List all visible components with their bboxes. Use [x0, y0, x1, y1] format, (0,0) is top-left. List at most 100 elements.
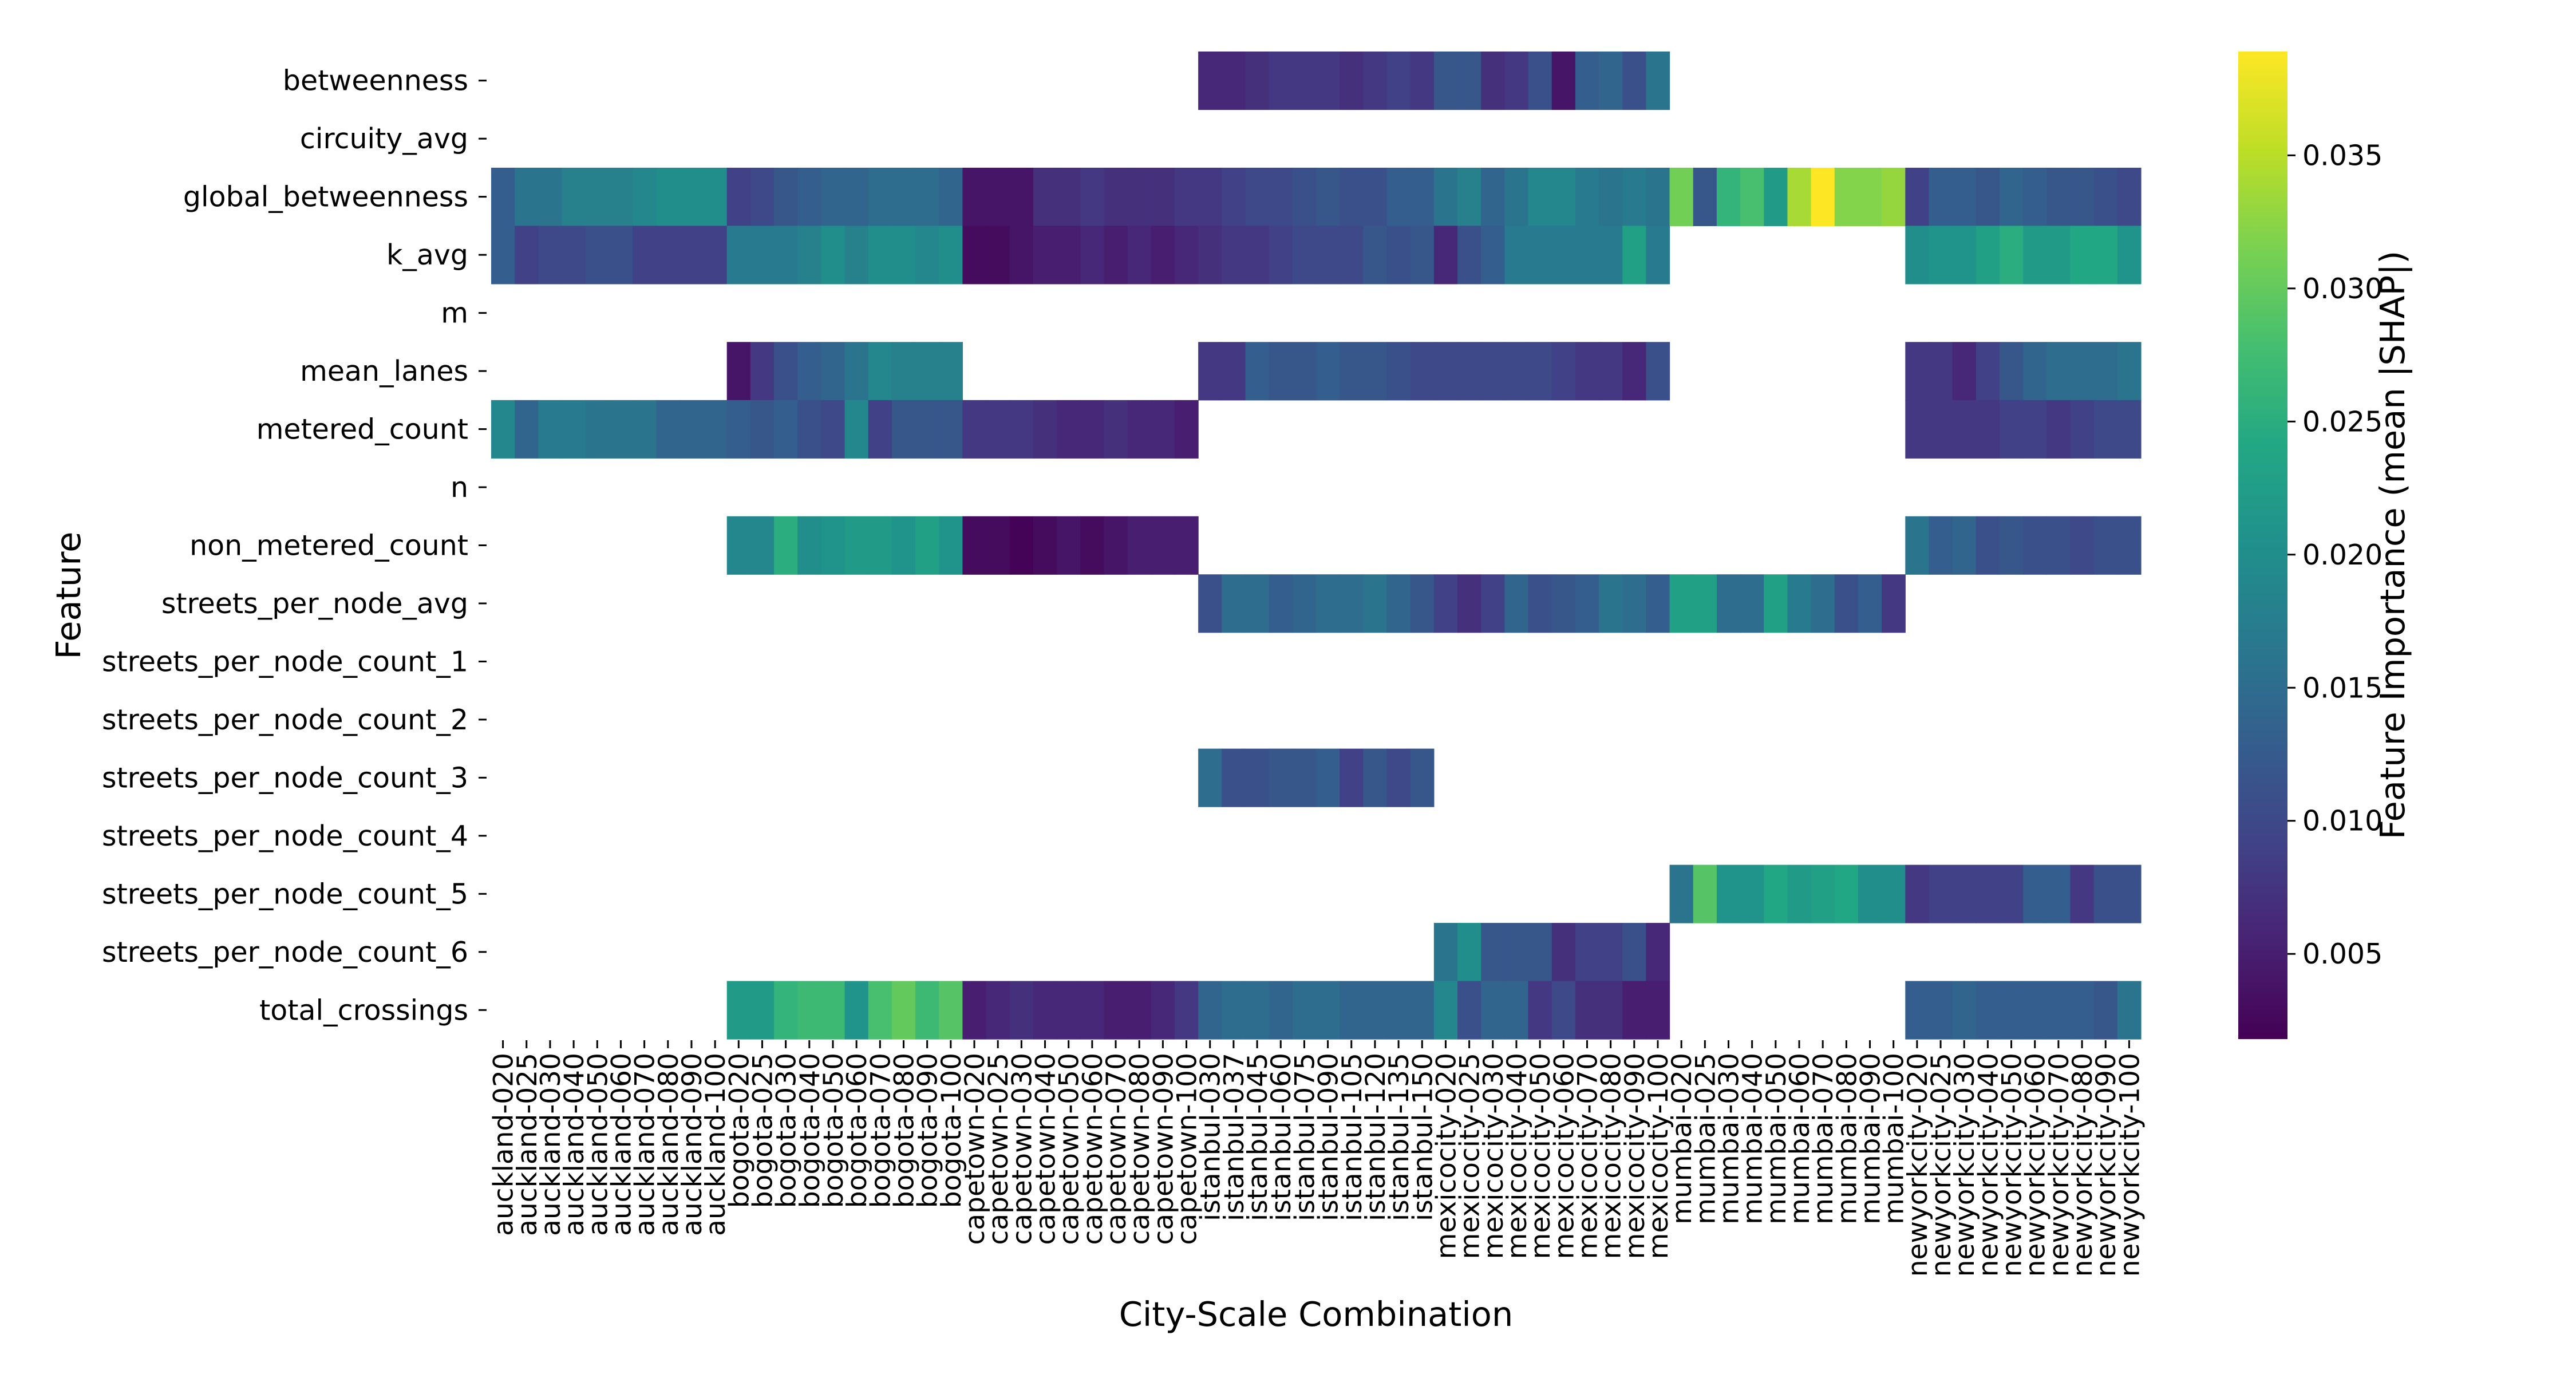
column-label: newyorkcity-020 [1902, 1053, 1934, 1277]
heatmap-cell [1198, 748, 1222, 807]
heatmap-cell [2046, 167, 2071, 227]
heatmap-cell [1410, 574, 1435, 633]
heatmap-cell [1057, 226, 1081, 285]
heatmap-cell [656, 400, 680, 459]
heatmap-cell [633, 167, 657, 227]
heatmap-cell [1009, 400, 1034, 459]
heatmap-cell [562, 400, 586, 459]
row-label: global_betweenness [183, 181, 468, 214]
heatmap-cell [1764, 574, 1788, 633]
heatmap-cell [1669, 864, 1694, 923]
heatmap-cell [1929, 400, 1953, 459]
heatmap-cell [726, 981, 751, 1040]
heatmap-cell [1622, 981, 1646, 1040]
row-label: streets_per_node_avg [161, 587, 468, 620]
column-label: mumbai-040 [1737, 1053, 1769, 1225]
column-label: bogota-050 [818, 1053, 850, 1208]
heatmap-cell [986, 400, 1010, 459]
heatmap-cell [2117, 167, 2142, 227]
heatmap-cell [1551, 226, 1576, 285]
heatmap-cell [868, 981, 892, 1040]
heatmap-cell [844, 167, 869, 227]
heatmap-cell [491, 167, 515, 227]
heatmap-cell [1528, 167, 1552, 227]
column-label: auckland-050 [582, 1053, 614, 1236]
heatmap-cell [1646, 923, 1670, 982]
column-label: mumbai-060 [1784, 1053, 1816, 1225]
heatmap-cell [1410, 748, 1435, 807]
column-label: mumbai-020 [1666, 1053, 1698, 1225]
heatmap-cell [1316, 226, 1340, 285]
heatmap-cell [703, 167, 728, 227]
heatmap-cell [1481, 342, 1505, 401]
heatmap-cell [1433, 981, 1458, 1040]
heatmap-cell [962, 981, 987, 1040]
heatmap-cell [1976, 342, 2000, 401]
heatmap-cell [1811, 864, 1835, 923]
heatmap-cell [962, 226, 987, 285]
heatmap-cell [1811, 167, 1835, 227]
heatmap-cell [1457, 226, 1481, 285]
heatmap-cell [915, 226, 939, 285]
heatmap-cell [1433, 574, 1458, 633]
heatmap-cell [1457, 342, 1481, 401]
heatmap-cell [1151, 226, 1175, 285]
heatmap-cell [1528, 342, 1552, 401]
heatmap-cell [1174, 226, 1199, 285]
heatmap-cell [821, 342, 846, 401]
heatmap-cell [1057, 516, 1081, 575]
heatmap-cell [1316, 981, 1340, 1040]
heatmap-cell [2070, 167, 2095, 227]
heatmap-cell [986, 226, 1010, 285]
heatmap-cell [1080, 167, 1105, 227]
heatmap-cell [750, 167, 775, 227]
colorbar-tick-label: 0.035 [2302, 139, 2383, 172]
heatmap-cell [1740, 167, 1764, 227]
heatmap-cell [1905, 342, 1930, 401]
heatmap-cell [538, 226, 563, 285]
column-label: mexicocity-050 [1525, 1053, 1556, 1259]
heatmap-cell [1386, 342, 1411, 401]
heatmap-cell [1905, 400, 1930, 459]
heatmap-cell [1929, 516, 1953, 575]
heatmap-cell [797, 516, 821, 575]
column-label: auckland-030 [535, 1053, 567, 1236]
column-label: capetown-100 [1172, 1053, 1203, 1245]
heatmap-cell [1999, 516, 2024, 575]
heatmap-cell [1622, 167, 1646, 227]
heatmap-cell [915, 400, 939, 459]
heatmap-cell [1340, 981, 1364, 1040]
heatmap-cell [679, 167, 704, 227]
heatmap-cell [1340, 52, 1364, 110]
heatmap-cell [1834, 167, 1859, 227]
heatmap-cell [1245, 167, 1270, 227]
heatmap-cell [1104, 167, 1128, 227]
column-label: bogota-025 [748, 1053, 779, 1208]
heatmap-cell [774, 342, 798, 401]
heatmap-cell [2023, 400, 2047, 459]
heatmap-cell [1410, 52, 1435, 110]
heatmap-cell [2117, 226, 2142, 285]
heatmap-cell [1999, 167, 2024, 227]
heatmap-cell [1269, 52, 1293, 110]
column-label: mumbai-030 [1714, 1053, 1745, 1225]
heatmap-cell [844, 342, 869, 401]
heatmap-cell [1504, 923, 1529, 982]
heatmap-cell [1386, 167, 1411, 227]
heatmap-cell [821, 400, 846, 459]
heatmap-cell [1363, 342, 1388, 401]
heatmap-cell [1222, 52, 1246, 110]
heatmap-cell [844, 516, 869, 575]
heatmap-cell [1481, 981, 1505, 1040]
column-label: mumbai-070 [1808, 1053, 1839, 1225]
column-label: auckland-020 [488, 1053, 520, 1236]
heatmap-cell [1716, 167, 1741, 227]
heatmap-cell [1245, 748, 1270, 807]
column-label: newyorkcity-070 [2044, 1053, 2075, 1277]
heatmap-cell [1646, 167, 1670, 227]
heatmap-cell [2023, 981, 2047, 1040]
heatmap-cell [2117, 342, 2142, 401]
heatmap-cell [2070, 981, 2095, 1040]
heatmap-cell [1009, 516, 1034, 575]
heatmap-cell [891, 400, 916, 459]
